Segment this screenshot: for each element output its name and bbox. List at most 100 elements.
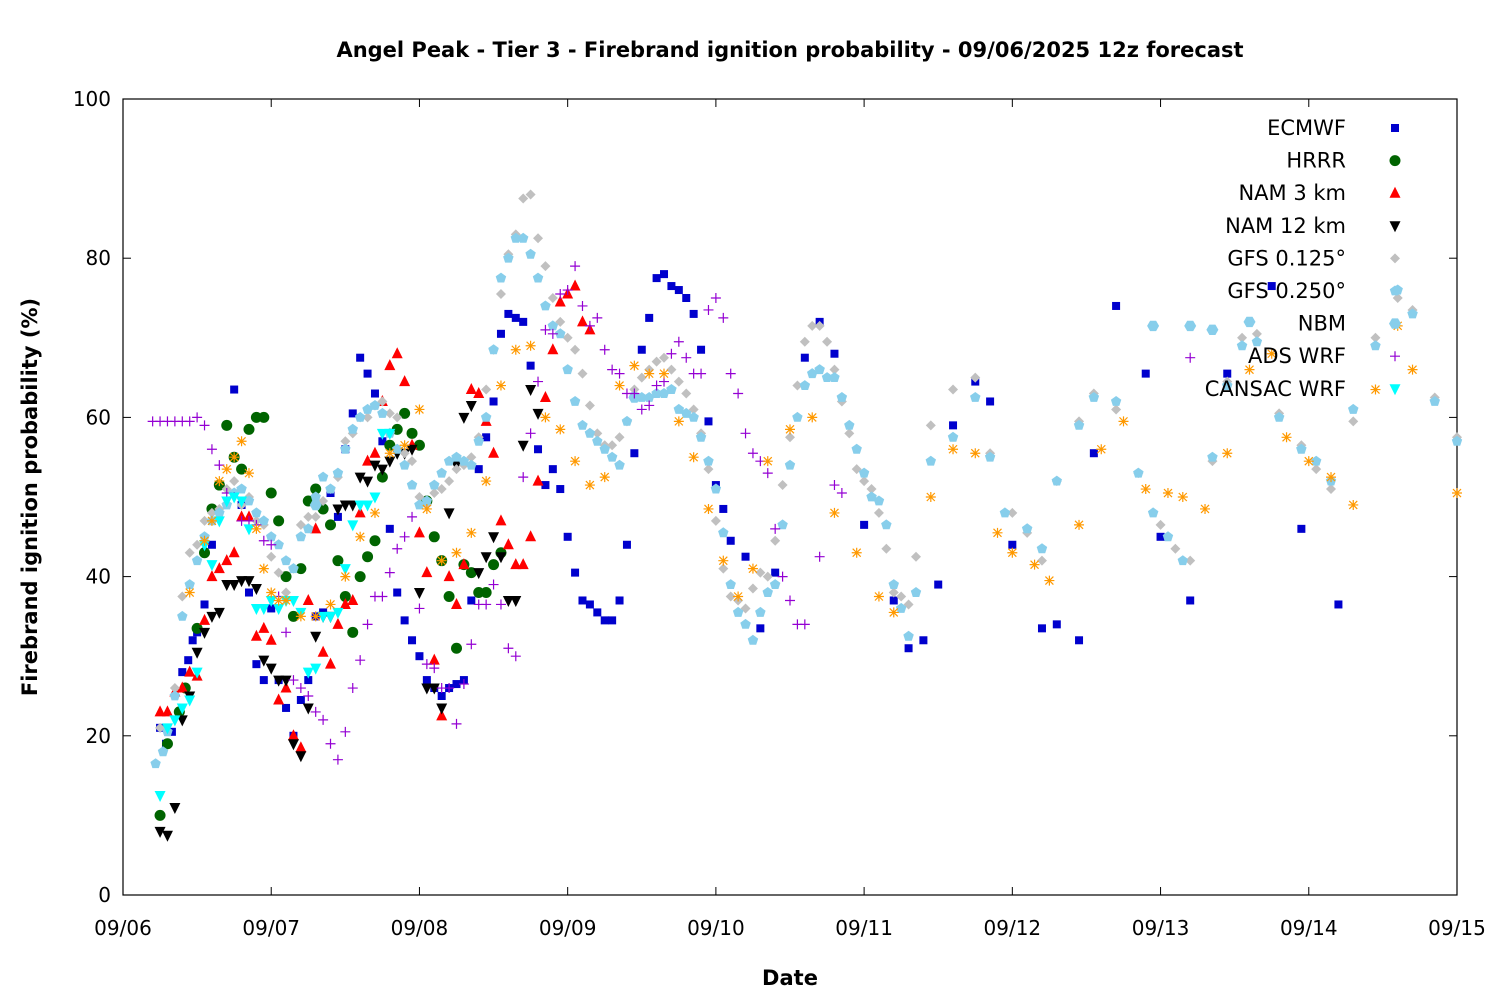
data-point (495, 380, 506, 391)
data-point (206, 560, 218, 572)
data-point (421, 503, 432, 514)
data-point (629, 360, 640, 371)
x-tick-label: 09/10 (687, 916, 745, 940)
data-point (228, 546, 240, 558)
data-point (585, 600, 594, 609)
legend-marker (1389, 384, 1401, 396)
data-point (495, 552, 507, 564)
data-point (221, 464, 232, 475)
data-point (1073, 419, 1085, 430)
data-point (518, 232, 529, 243)
data-point (310, 631, 322, 643)
data-point (844, 419, 855, 430)
data-point (451, 597, 462, 609)
data-point (934, 580, 943, 589)
data-point (243, 515, 254, 526)
data-point (925, 492, 936, 502)
data-point (318, 714, 329, 725)
data-point (1170, 543, 1181, 554)
data-point (554, 295, 566, 307)
data-point (651, 356, 662, 367)
data-point (467, 596, 476, 605)
data-point (191, 622, 203, 634)
data-point (607, 364, 618, 375)
data-point (725, 591, 736, 602)
data-point (1088, 392, 1100, 402)
series-cansac-wrf (154, 428, 396, 802)
data-point (428, 653, 440, 665)
data-point (192, 412, 203, 423)
data-point (577, 300, 588, 311)
data-point (599, 472, 610, 483)
data-point (333, 512, 342, 521)
data-point (719, 504, 728, 513)
data-point (347, 520, 359, 532)
data-point (347, 626, 359, 638)
data-point (169, 802, 181, 814)
data-point (858, 467, 870, 478)
data-point (191, 667, 203, 679)
data-point (1251, 328, 1262, 339)
data-point (571, 568, 580, 577)
legend-marker (1389, 155, 1401, 167)
data-point (251, 507, 262, 518)
data-point (622, 540, 631, 549)
data-point (391, 347, 403, 359)
data-point (667, 282, 676, 291)
data-point (169, 715, 181, 727)
data-point (718, 555, 729, 566)
data-point (829, 372, 840, 382)
data-point (970, 392, 981, 402)
data-point (881, 543, 892, 554)
data-point (288, 563, 299, 574)
data-point (785, 595, 795, 606)
data-point (1311, 464, 1322, 475)
data-point (378, 437, 387, 446)
data-point (821, 372, 833, 382)
x-tick-label: 09/09 (539, 916, 597, 940)
data-point (673, 416, 684, 427)
data-point (644, 400, 655, 411)
data-point (984, 451, 996, 462)
data-point (539, 391, 551, 402)
data-point (310, 483, 322, 495)
data-point (599, 443, 610, 454)
data-point (369, 460, 381, 472)
data-point (592, 435, 603, 446)
data-point (206, 515, 217, 526)
data-point (184, 587, 195, 598)
data-point (495, 289, 506, 300)
data-point (925, 420, 936, 431)
data-point (1407, 364, 1418, 375)
data-point (948, 384, 959, 395)
data-point (428, 683, 440, 695)
data-point (169, 683, 180, 694)
legend-marker (1389, 186, 1401, 198)
data-point (1184, 320, 1197, 332)
data-point (533, 233, 544, 244)
data-point (829, 507, 840, 518)
data-point (695, 431, 707, 442)
data-point (236, 483, 247, 494)
data-point (169, 690, 181, 701)
data-point (362, 500, 374, 512)
data-point (384, 456, 396, 468)
data-point (304, 676, 313, 685)
data-point (199, 547, 211, 559)
data-point (393, 588, 402, 597)
data-point (666, 384, 677, 394)
data-point (154, 826, 166, 838)
data-point (444, 683, 455, 694)
data-point (703, 455, 714, 466)
data-point (317, 645, 329, 657)
data-point (888, 587, 899, 598)
data-point (1326, 472, 1337, 483)
data-point (244, 588, 253, 597)
data-point (354, 500, 366, 512)
data-point (481, 384, 492, 395)
data-point (502, 538, 514, 550)
data-point (443, 508, 455, 520)
data-point (421, 683, 433, 695)
data-point (176, 681, 188, 693)
data-point (577, 368, 588, 379)
